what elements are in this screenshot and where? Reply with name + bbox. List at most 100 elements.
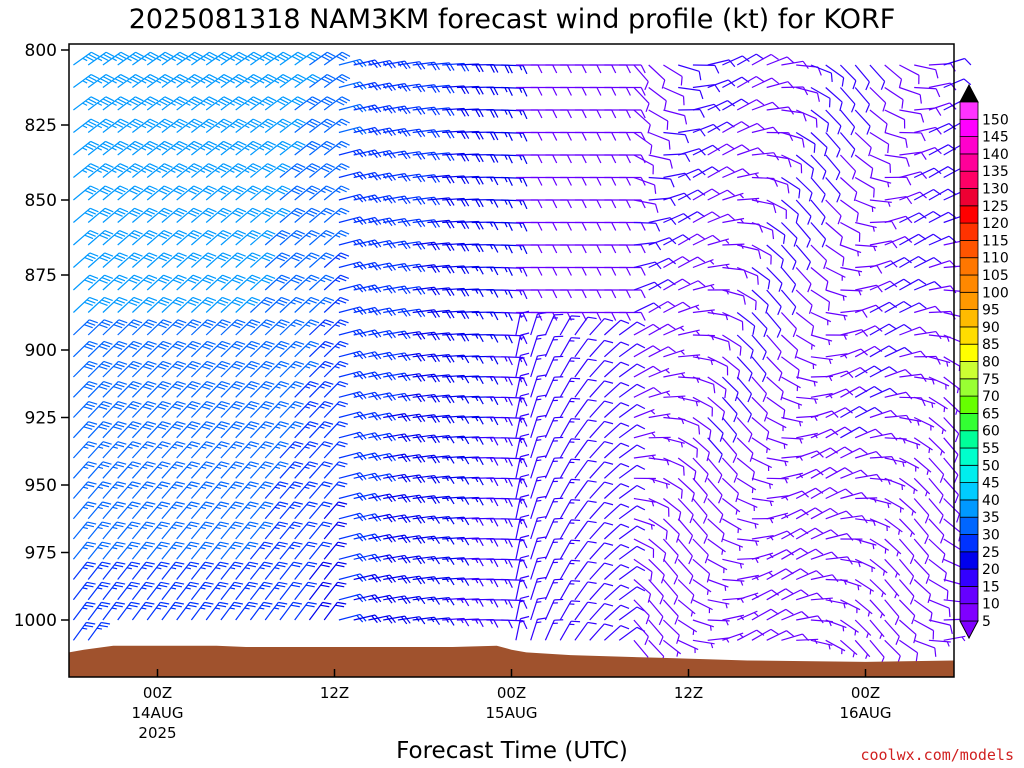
wind-barb (309, 252, 335, 268)
wind-barb (603, 564, 630, 580)
wind-barb (633, 599, 650, 625)
wind-barb (323, 252, 350, 268)
wind-barb (309, 51, 336, 66)
wind-barb (72, 296, 99, 313)
wind-barb (205, 581, 229, 601)
wind-barb (87, 501, 112, 520)
wind-barb (279, 51, 306, 66)
wind-barb (633, 261, 662, 270)
wind-barb (544, 497, 564, 520)
wind-barb (412, 174, 440, 183)
wind-barb (220, 360, 246, 378)
wind-barb (279, 252, 305, 268)
wind-barb (662, 538, 679, 564)
wind-barb (618, 444, 646, 459)
wind-barb (72, 581, 96, 601)
wind-barb (412, 129, 440, 138)
wind-barb (235, 441, 260, 459)
wind-barb (161, 74, 188, 88)
wind-barb (397, 218, 426, 228)
wind-barb (220, 541, 244, 560)
wind-barb (308, 274, 335, 291)
wind-barb (220, 421, 245, 439)
wind-barb (294, 319, 320, 336)
colorbar-label: 140 (982, 147, 1009, 163)
colorbar-swatch (959, 205, 979, 224)
wind-barb (648, 477, 670, 489)
wind-barb (648, 346, 676, 358)
wind-barb (72, 360, 98, 378)
wind-barb (249, 340, 275, 358)
wind-barb (383, 240, 411, 250)
wind-barb (131, 400, 157, 418)
wind-barb (309, 74, 336, 88)
x-tick-label: 00Z (497, 684, 526, 702)
wind-barb (368, 307, 396, 317)
wind-barb (368, 473, 396, 482)
wind-barb (87, 96, 115, 111)
wind-barb (619, 311, 646, 321)
wind-barb (589, 603, 614, 621)
wind-barb (308, 481, 333, 499)
wind-barb (146, 581, 170, 601)
wind-barb (102, 441, 127, 459)
wind-barb (176, 561, 200, 580)
wind-barb (220, 296, 246, 313)
wind-barb (235, 74, 262, 88)
colorbar-label: 100 (982, 285, 1009, 301)
wind-barb (383, 173, 411, 182)
wind-barb (678, 329, 700, 336)
wind-barb (574, 581, 597, 601)
wind-barb (279, 441, 304, 459)
wind-barb (501, 289, 528, 300)
colorbar-swatch (959, 101, 979, 120)
wind-barb (383, 263, 411, 272)
wind-barb (663, 301, 691, 314)
y-tick-label: 800 (25, 41, 57, 61)
wind-barb (294, 340, 320, 358)
wind-barb (383, 413, 411, 422)
wind-barb (308, 319, 334, 336)
x-axis-label: Forecast Time (UTC) (396, 738, 628, 764)
wind-barb (190, 501, 215, 520)
wind-barb (678, 64, 702, 81)
wind-barb (131, 601, 155, 621)
wind-barb (249, 296, 276, 313)
wind-barb (383, 372, 411, 382)
wind-barb (648, 176, 675, 188)
wind-barb (294, 380, 319, 398)
wind-barb (190, 461, 215, 479)
wind-barb (323, 461, 348, 479)
wind-barb (132, 74, 159, 88)
wind-barb (338, 370, 367, 380)
wind-barb (677, 211, 706, 224)
wind-barb (191, 252, 217, 268)
wind-barb (235, 230, 261, 246)
wind-barb (132, 230, 158, 246)
x-tick-label: 00Z (851, 684, 880, 702)
colorbar-swatch (959, 291, 979, 310)
wind-barb (87, 230, 114, 246)
wind-barb (205, 207, 232, 223)
wind-barb (117, 380, 142, 398)
wind-barb (383, 494, 411, 503)
wind-barb (648, 154, 673, 169)
wind-barb (648, 558, 665, 584)
wind-barb (618, 343, 646, 358)
wind-barb (633, 497, 656, 507)
wind-barb (648, 323, 676, 336)
wind-barb (72, 481, 97, 499)
wind-barb (132, 140, 159, 156)
wind-barb (309, 118, 336, 133)
wind-barb (176, 296, 202, 313)
wind-barb (544, 396, 564, 418)
wind-barb (72, 561, 96, 580)
wind-barb (235, 51, 262, 66)
wind-barb (574, 378, 597, 398)
wind-barb (117, 400, 142, 418)
wind-barb (397, 352, 426, 362)
wind-barb (544, 619, 564, 641)
wind-barb (589, 542, 614, 560)
wind-barb (279, 319, 305, 336)
wind-barb (220, 140, 247, 156)
